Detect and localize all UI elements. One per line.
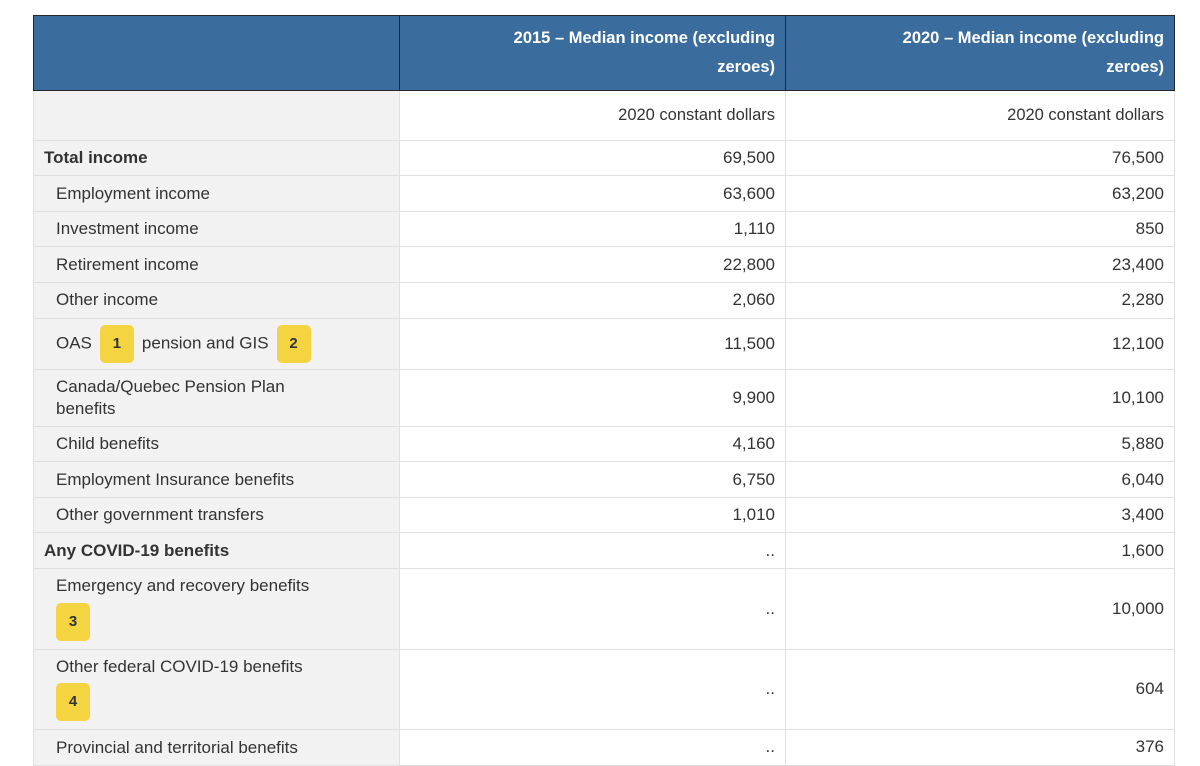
table-row: Investment income 1,110 850 xyxy=(33,210,1175,248)
row-label-text: Employment income xyxy=(56,183,211,203)
header-row: 2015 – Median income (excluding zeroes) … xyxy=(33,15,1175,91)
table-row: Provincial and territorial benefits.. 376 xyxy=(33,729,1175,766)
row-value-2015: 63,600 xyxy=(399,175,786,212)
row-value-2020: 604 xyxy=(785,648,1175,731)
row-value-2015: .. xyxy=(399,729,786,766)
row-value-2015: 69,500 xyxy=(399,139,786,177)
row-label-text: pension and GIS xyxy=(141,333,269,353)
corner-cell xyxy=(33,15,400,91)
row-label-cell: Employment income xyxy=(33,175,400,212)
row-label-cell: Other government transfers xyxy=(33,496,400,534)
row-value-2015: .. xyxy=(399,648,786,731)
column-header-2020-label: 2020 – Median income (excluding zeroes) xyxy=(902,29,1164,76)
table-row: Other federal COVID-19 benefits 4.. 604 xyxy=(33,648,1175,731)
unit-row: 2020 constant dollars 2020 constant doll… xyxy=(33,89,1175,141)
row-label-text: Other government transfers xyxy=(56,505,264,525)
row-label-cell: Canada/Quebec Pension Plan benefits xyxy=(33,368,400,427)
table-row: Other income 2,060 2,280 xyxy=(33,282,1175,319)
row-value-2020: 10,000 xyxy=(785,568,1175,650)
row-value-2015: 9,900 xyxy=(399,368,786,427)
row-value-2015: 1,010 xyxy=(399,496,786,534)
row-value-2015: 6,750 xyxy=(399,461,786,498)
row-value-2015: 2,060 xyxy=(399,282,786,319)
row-value-2015: .. xyxy=(399,532,786,569)
median-income-table: 2015 – Median income (excluding zeroes) … xyxy=(33,15,1175,766)
footnote-badge[interactable]: 1 xyxy=(99,324,134,363)
row-label-text: Other income xyxy=(56,290,159,310)
column-header-2015: 2015 – Median income (excluding zeroes) xyxy=(399,15,786,91)
unit-cell-2015: 2020 constant dollars xyxy=(399,89,786,141)
row-label-text: Provincial and territorial benefits xyxy=(56,737,298,757)
unit-cell-2020: 2020 constant dollars xyxy=(785,89,1175,141)
table-row: Emergency and recovery benefits 3.. 10,000 xyxy=(33,568,1175,650)
footnote-badge-line: 4 xyxy=(56,678,389,723)
row-value-2020: 5,880 xyxy=(785,425,1175,463)
row-label-text: Any COVID-19 benefits xyxy=(44,540,230,560)
column-header-2020: 2020 – Median income (excluding zeroes) xyxy=(785,15,1175,91)
row-label-cell: OAS 1 pension and GIS 2 xyxy=(33,317,400,370)
table-row: Any COVID-19 benefits.. 1,600 xyxy=(33,532,1175,569)
row-value-2015: 11,500 xyxy=(399,317,786,370)
table-row: Retirement income 22,800 23,400 xyxy=(33,246,1175,283)
row-value-2020: 12,100 xyxy=(785,317,1175,370)
footnote-badge[interactable]: 3 xyxy=(56,602,90,641)
table-row: Total income 69,500 76,500 xyxy=(33,139,1175,177)
row-label-cell: Other income xyxy=(33,282,400,319)
row-label-cell: Other federal COVID-19 benefits 4 xyxy=(33,648,400,731)
footnote-badge[interactable]: 2 xyxy=(276,324,311,363)
row-label-cell: Provincial and territorial benefits xyxy=(33,729,400,766)
row-value-2020: 3,400 xyxy=(785,496,1175,534)
row-value-2020: 23,400 xyxy=(785,246,1175,283)
row-value-2020: 10,100 xyxy=(785,368,1175,427)
row-value-2020: 850 xyxy=(785,210,1175,248)
row-label-cell: Any COVID-19 benefits xyxy=(33,532,400,569)
table-row: Canada/Quebec Pension Plan benefits 9,900… xyxy=(33,368,1175,427)
table-row: Child benefits 4,160 5,880 xyxy=(33,425,1175,463)
row-label-cell: Emergency and recovery benefits 3 xyxy=(33,568,400,650)
row-value-2020: 376 xyxy=(785,729,1175,766)
row-label-cell: Investment income xyxy=(33,210,400,248)
row-label-text: Employment Insurance benefits xyxy=(56,469,295,489)
row-label-text: Other federal COVID-19 benefits xyxy=(56,657,303,677)
row-value-2020: 1,600 xyxy=(785,532,1175,569)
table-body: Total income 69,500 76,500 Employment incom… xyxy=(33,139,1175,766)
row-label-text: OAS xyxy=(56,333,92,353)
row-label-text: Total income xyxy=(44,148,148,168)
unit-label-cell xyxy=(33,89,400,141)
footnote-badge[interactable]: 4 xyxy=(56,683,90,722)
row-label-cell: Employment Insurance benefits xyxy=(33,461,400,498)
row-label-cell: Child benefits xyxy=(33,425,400,463)
row-value-2020: 2,280 xyxy=(785,282,1175,319)
row-value-2015: 22,800 xyxy=(399,246,786,283)
row-value-2015: 4,160 xyxy=(399,425,786,463)
row-value-2020: 76,500 xyxy=(785,139,1175,177)
column-header-2015-label: 2015 – Median income (excluding zeroes) xyxy=(513,29,775,76)
row-label-text: Canada/Quebec Pension Plan benefits xyxy=(56,376,285,418)
row-label-cell: Total income xyxy=(33,139,400,177)
table-row: Employment Insurance benefits 6,750 6,040 xyxy=(33,461,1175,498)
row-value-2020: 63,200 xyxy=(785,175,1175,212)
table-row: OAS 1 pension and GIS 2 11,500 12,100 xyxy=(33,317,1175,370)
row-label-text: Emergency and recovery benefits xyxy=(56,576,310,596)
row-label-text: Retirement income xyxy=(56,254,199,274)
table-row: Employment income 63,600 63,200 xyxy=(33,175,1175,212)
row-label-text: Child benefits xyxy=(56,434,160,454)
row-label-cell: Retirement income xyxy=(33,246,400,283)
row-value-2020: 6,040 xyxy=(785,461,1175,498)
row-value-2015: 1,110 xyxy=(399,210,786,248)
row-label-text: Investment income xyxy=(56,219,199,239)
table-row: Other government transfers 1,010 3,400 xyxy=(33,496,1175,534)
footnote-badge-line: 3 xyxy=(56,598,389,643)
row-value-2015: .. xyxy=(399,568,786,650)
